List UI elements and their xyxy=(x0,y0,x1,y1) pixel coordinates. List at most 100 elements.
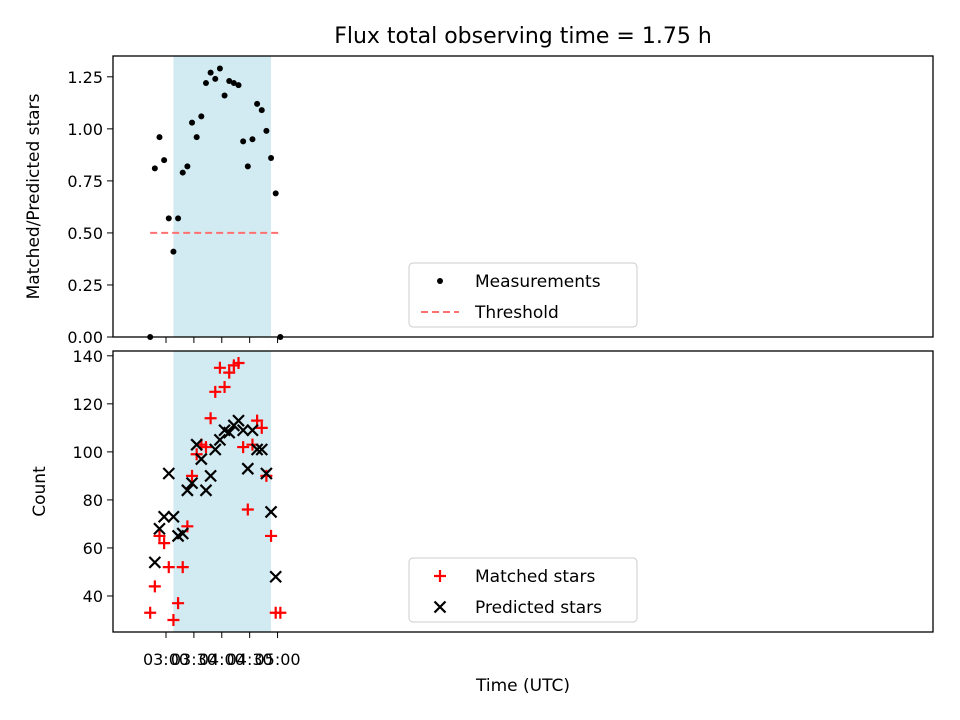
predicted-star-point xyxy=(269,570,282,584)
matched-star-point xyxy=(213,361,226,374)
measurement-point xyxy=(151,165,158,172)
y-tick-label: 0.00 xyxy=(67,328,103,347)
measurement-point xyxy=(161,157,168,164)
predicted-star-point xyxy=(157,510,171,523)
predicted-star-point xyxy=(181,484,194,497)
legend: Matched stars Predicted stars xyxy=(408,557,638,623)
top-panel: 0.00 0.25 0.50 0.75 1.00 1.25 Matched/Predicte… xyxy=(24,55,934,347)
predicted-star-point xyxy=(250,443,264,456)
legend-box xyxy=(408,557,638,623)
y-tick-label: 1.25 xyxy=(67,68,103,87)
measurement-point xyxy=(212,75,219,82)
y-tick-label: 120 xyxy=(72,395,103,414)
predicted-star-point xyxy=(260,467,273,480)
legend-x-swatch xyxy=(433,600,447,614)
matched-star-point xyxy=(255,421,268,434)
matched-star-point xyxy=(176,561,189,574)
axes-frame xyxy=(112,350,934,633)
y-tick-label: 140 xyxy=(72,347,103,366)
chart-title: Flux total observing time = 1.75 h xyxy=(334,24,712,49)
measurement-point xyxy=(175,215,182,222)
measurement-point xyxy=(179,169,186,176)
y-tick-label: 40 xyxy=(83,587,103,606)
y-axis-label: Matched/Predicted stars xyxy=(24,93,44,299)
predicted-star-point xyxy=(213,433,227,447)
measurement-point xyxy=(189,119,196,126)
legend: Measurements Threshold xyxy=(408,262,638,328)
measurement-point xyxy=(198,113,205,120)
matched-star-point xyxy=(158,537,171,550)
measurement-point xyxy=(272,190,279,197)
measurement-point xyxy=(156,134,163,141)
measurement-point xyxy=(170,248,177,255)
matched-star-point xyxy=(172,597,185,610)
x-tick-label: 04:00 xyxy=(199,650,245,669)
measurement-point xyxy=(221,92,228,99)
predicted-star-point xyxy=(246,423,259,437)
legend-dot-swatch xyxy=(437,278,443,284)
legend-label: Predicted stars xyxy=(475,598,602,618)
measurement-point xyxy=(249,136,256,143)
x-tick-label: 05:00 xyxy=(255,650,301,669)
matched-star-point xyxy=(232,357,245,370)
matched-star-point xyxy=(241,503,254,516)
predicted-star-point xyxy=(241,462,255,475)
matched-star-point xyxy=(218,381,231,394)
measurement-point xyxy=(268,154,275,161)
legend-label: Threshold xyxy=(474,303,559,323)
measurement-point xyxy=(254,100,261,107)
predicted-star-point xyxy=(264,505,278,519)
measurement-point xyxy=(258,107,265,114)
y-tick-label: 0.25 xyxy=(67,276,103,295)
y-tick-label: 0.50 xyxy=(67,224,103,243)
x-tick-label: 04:30 xyxy=(227,650,273,669)
predicted-star-point xyxy=(153,522,166,536)
predicted-star-point xyxy=(222,426,236,439)
measurement-point xyxy=(202,80,209,87)
measurement-point xyxy=(235,82,242,89)
predicted-star-point xyxy=(232,414,245,427)
matched-star-point xyxy=(199,441,212,454)
matched-star-point xyxy=(237,441,250,454)
predicted-star-point xyxy=(148,556,162,569)
matched-star-point xyxy=(209,385,222,398)
axes-frame xyxy=(112,55,934,338)
matched-star-point xyxy=(186,469,199,482)
measurement-point xyxy=(184,163,191,170)
predicted-star-point xyxy=(204,469,217,483)
predicted-star-point xyxy=(236,423,250,437)
measurement-point xyxy=(193,134,200,141)
predicted-star-point xyxy=(190,438,203,451)
x-tick-label: 03:30 xyxy=(171,650,217,669)
measurement-point xyxy=(165,215,172,222)
predicted-star-point xyxy=(199,484,213,497)
x-tick-label: 03:00 xyxy=(143,650,189,669)
matched-star-point xyxy=(260,469,273,482)
predicted-star-point xyxy=(208,443,222,456)
x-axis-label: Time (UTC) xyxy=(475,676,570,696)
matched-star-point xyxy=(274,606,287,619)
measurement-point xyxy=(240,138,247,145)
predicted-star-point xyxy=(162,467,176,480)
matched-star-point xyxy=(144,606,157,619)
matched-star-point xyxy=(148,580,161,593)
measurement-point xyxy=(244,163,251,170)
matched-star-point xyxy=(162,561,175,574)
y-tick-label: 1.00 xyxy=(67,120,103,139)
y-tick-label: 100 xyxy=(72,443,103,462)
y-axis-label: Count xyxy=(30,466,50,517)
legend-label: Measurements xyxy=(475,272,601,292)
predicted-star-point xyxy=(185,476,199,490)
y-tick-label: 80 xyxy=(83,491,103,510)
predicted-star-point xyxy=(255,443,269,456)
bottom-panel: 40 60 80 100 120 140 Count Matched stars Predict… xyxy=(30,347,934,638)
measurement-point xyxy=(226,77,233,84)
predicted-star-point xyxy=(195,452,208,466)
predicted-star-point xyxy=(176,527,190,540)
measurement-point xyxy=(207,69,214,76)
measurement-point xyxy=(263,127,270,134)
measurement-point xyxy=(230,80,237,87)
legend-label: Matched stars xyxy=(475,567,595,587)
